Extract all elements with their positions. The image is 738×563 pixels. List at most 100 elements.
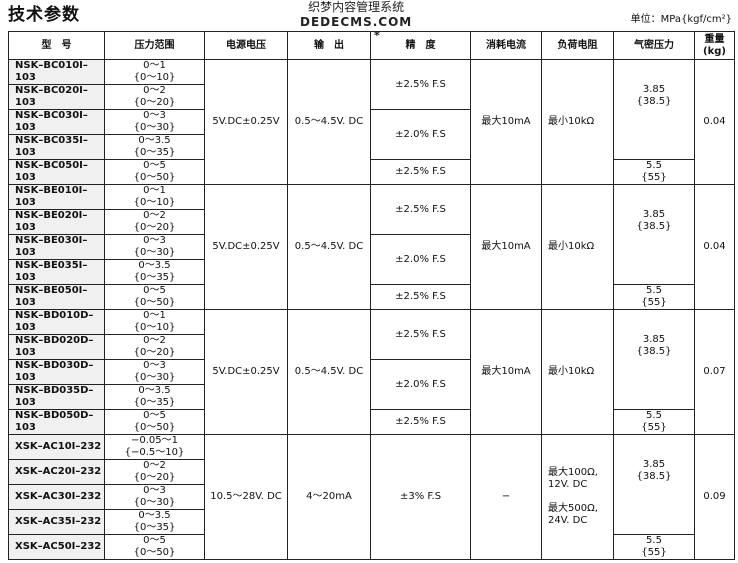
table-row: XSK–AC20I–232 0〜2 {0〜20} (8, 459, 735, 485)
airtight-pressure-cell: 3.85 {38.5} (613, 59, 695, 160)
model-cell: NSK–BE020I–103 (8, 209, 105, 235)
accuracy-cell: ±2.5% F.S (370, 284, 471, 310)
header-supply-voltage: 电源电压 (204, 31, 288, 60)
pressure-range-cell: 0〜2 {0〜20} (104, 459, 205, 485)
pressure-range-cell: 0〜5 {0〜50} (104, 159, 205, 185)
table-row: NSK–BD035D–103 0〜3.5 {0〜35} (8, 384, 735, 410)
header-label: 型 号 (41, 39, 72, 51)
airtight-pressure-cell: 5.5 {55} (613, 409, 695, 435)
current-cell: 最大10mA (470, 309, 542, 435)
model-cell: NSK–BE010I–103 (8, 184, 105, 210)
footnote-mark: * (374, 29, 380, 42)
model-cell: NSK–BD035D–103 (8, 384, 105, 410)
table-row: NSK–BE030I–103 0〜3 {0〜30} ±2.0% F.S (8, 234, 735, 285)
model-cell: NSK–BE050I–103 (8, 284, 105, 310)
header-label: 消耗电流 (486, 39, 526, 51)
table-row: NSK–BE020I–103 0〜2 {0〜20} (8, 209, 735, 235)
model-cell: NSK–BD050D–103 (8, 409, 105, 435)
supply-voltage-cell: 5V.DC±0.25V (204, 59, 288, 185)
header-output: 输 出 (287, 31, 371, 60)
header-current-consumption: 消耗电流 (470, 31, 542, 60)
pressure-range-cell: 0〜3.5 {0〜35} (104, 384, 205, 410)
accuracy-cell: ±2.5% F.S (370, 184, 471, 235)
load-resistance-cell: 最大100Ω, 12V. DC 最大500Ω, 24V. DC (541, 434, 614, 560)
model-cell: NSK–BC030I–103 (8, 109, 105, 135)
output-cell: 0.5〜4.5V. DC (287, 184, 371, 310)
model-cell: XSK–AC50I–232 (8, 534, 105, 560)
pressure-range-cell: 0〜3 {0〜30} (104, 484, 205, 510)
table-row: NSK–BE010I–103 0〜1 {0〜10} 5V.DC±0.25V 0.5〜4… (8, 184, 735, 310)
output-cell: 4〜20mA (287, 434, 371, 560)
table-row: NSK–BC035I–103 0〜3.5 {0〜35} (8, 134, 735, 160)
header-accuracy: 精 度 * (370, 29, 471, 60)
table-row: XSK–AC35I–232 0〜3.5 {0〜35} (8, 509, 735, 535)
table-row: NSK–BC020I–103 0〜2 {0〜20} (8, 84, 735, 110)
pressure-range-cell: 0〜3 {0〜30} (104, 359, 205, 385)
airtight-pressure-cell: 5.5 {55} (613, 284, 695, 310)
pressure-range-cell: 0〜2 {0〜20} (104, 84, 205, 110)
model-cell: XSK–AC20I–232 (8, 459, 105, 485)
airtight-pressure-cell: 5.5 {55} (613, 159, 695, 185)
pressure-range-cell: 0〜3 {0〜30} (104, 234, 205, 260)
header-row: 型 号 压力范围 电源电压 输 出 精 度 * 消耗电流 负荷电阻 气密压力 重量 (kg) (8, 29, 735, 60)
supply-voltage-cell: 5V.DC±0.25V (204, 184, 288, 310)
header-airtight-pressure: 气密压力 (613, 31, 695, 60)
airtight-pressure-cell: 3.85 {38.5} (613, 309, 695, 410)
load-resistance-cell: 最小10kΩ (541, 59, 614, 185)
output-cell: 0.5〜4.5V. DC (287, 309, 371, 435)
model-cell: NSK–BE035I–103 (8, 259, 105, 285)
header-label: 输 出 (314, 39, 344, 51)
current-cell: 最大10mA (470, 59, 542, 185)
table-row: NSK–BD050D–103 0〜5 {0〜50} ±2.5% F.S 5.5 {55… (8, 409, 735, 435)
table-row: XSK–AC50I–232 0〜5 {0〜50} 5.5 {55} (8, 534, 735, 560)
table-row: NSK–BD020D–103 0〜2 {0〜20} (8, 334, 735, 360)
table-row: NSK–BE050I–103 0〜5 {0〜50} ±2.5% F.S 5.5 {55… (8, 284, 735, 310)
weight-cell: 0.07 (694, 309, 735, 435)
watermark-line: DEDECMS.COM (300, 15, 413, 29)
pressure-range-cell: 0〜5 {0〜50} (104, 409, 205, 435)
table-row: NSK–BE035I–103 0〜3.5 {0〜35} (8, 259, 735, 285)
weight-cell: 0.09 (694, 434, 735, 560)
load-resistance-cell: 最小10kΩ (541, 309, 614, 435)
pressure-range-cell: 0〜5 {0〜50} (104, 534, 205, 560)
pressure-range-cell: 0〜3.5 {0〜35} (104, 134, 205, 160)
model-cell: XSK–AC35I–232 (8, 509, 105, 535)
table-row: NSK–BC030I–103 0〜3 {0〜30} ±2.0% F.S (8, 109, 735, 160)
accuracy-cell: ±2.0% F.S (370, 109, 471, 160)
table-row: NSK–BD030D–103 0〜3 {0〜30} ±2.0% F.S (8, 359, 735, 410)
supply-voltage-cell: 5V.DC±0.25V (204, 309, 288, 435)
header-label: 重量 (kg) (703, 33, 726, 57)
airtight-pressure-cell: 3.85 {38.5} (613, 434, 695, 535)
pressure-range-cell: 0〜1 {0〜10} (104, 59, 205, 85)
model-cell: XSK–AC30I–232 (8, 484, 105, 510)
accuracy-cell: ±2.5% F.S (370, 159, 471, 185)
unit-label: 单位：MPa{kgf/cm²} (630, 14, 732, 25)
supply-voltage-cell: 10.5〜28V. DC (204, 434, 288, 560)
spec-table: 型 号 压力范围 电源电压 输 出 精 度 * 消耗电流 负荷电阻 气密压力 重量 (kg) NS… (8, 29, 735, 560)
pressure-range-cell: 0〜3.5 {0〜35} (104, 509, 205, 535)
current-cell: − (470, 434, 542, 560)
pressure-range-cell: 0〜3 {0〜30} (104, 109, 205, 135)
header-label: 气密压力 (634, 39, 674, 51)
accuracy-cell: ±2.5% F.S (370, 309, 471, 360)
weight-cell: 0.04 (694, 184, 735, 310)
pressure-range-cell: 0〜3.5 {0〜35} (104, 259, 205, 285)
model-cell: NSK–BC010I–103 (8, 59, 105, 85)
header-label: 电源电压 (226, 39, 266, 51)
watermark: 织梦内容管理系统 DEDECMS.COM (300, 0, 412, 30)
accuracy-cell: ±2.0% F.S (370, 359, 471, 410)
output-cell: 0.5〜4.5V. DC (287, 59, 371, 185)
accuracy-cell: ±2.5% F.S (370, 409, 471, 435)
watermark-line: 织梦内容管理系统 (308, 0, 405, 14)
airtight-pressure-cell: 3.85 {38.5} (613, 184, 695, 285)
header-load-resistance: 负荷电阻 (541, 31, 614, 60)
model-cell: NSK–BC050I–103 (8, 159, 105, 185)
table-row: NSK–BC050I–103 0〜5 {0〜50} ±2.5% F.S 5.5 {55… (8, 159, 735, 185)
table-row: NSK–BD010D–103 0〜1 {0〜10} 5V.DC±0.25V 0.5〜4… (8, 309, 735, 435)
accuracy-cell: ±3% F.S (370, 434, 471, 560)
load-resistance-cell: 最小10kΩ (541, 184, 614, 310)
header-label: 负荷电阻 (557, 39, 598, 51)
model-cell: NSK–BC035I–103 (8, 134, 105, 160)
header-label: 压力范围 (134, 39, 175, 51)
pressure-range-cell: 0〜2 {0〜20} (104, 334, 205, 360)
